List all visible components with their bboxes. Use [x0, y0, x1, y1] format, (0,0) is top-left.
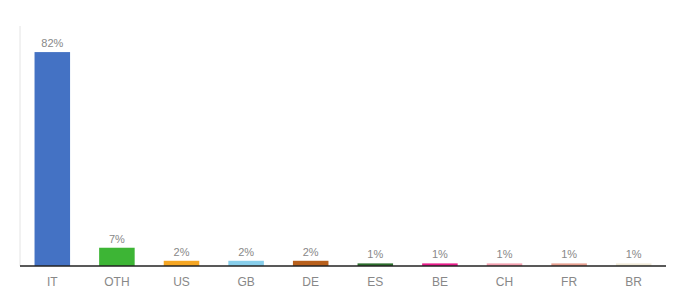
x-tick-label: DE: [302, 275, 319, 289]
bar: [35, 52, 71, 266]
data-label: 1%: [497, 248, 513, 260]
x-tick-label: GB: [237, 275, 254, 289]
data-label: 1%: [561, 248, 577, 260]
x-tick-label: FR: [561, 275, 577, 289]
bar: [293, 261, 329, 266]
x-tick-label: BE: [432, 275, 448, 289]
bar: [164, 261, 200, 266]
x-axis-line: [20, 265, 666, 267]
x-tick-label: ES: [367, 275, 383, 289]
x-tick-label: OTH: [104, 275, 129, 289]
bar: [99, 248, 135, 266]
data-label: 1%: [432, 248, 448, 260]
data-label: 1%: [367, 248, 383, 260]
x-tick-labels: IT OTH US GB DE ES BE CH FR BR: [47, 275, 642, 289]
x-tick-label: CH: [496, 275, 513, 289]
data-label: 2%: [303, 246, 319, 258]
chart-svg: 82% 7% 2% 2% 2% 1% 1% 1% 1% 1% IT OTH US GB DE ES BE CH FR…: [0, 0, 680, 300]
chart-container: 82% 7% 2% 2% 2% 1% 1% 1% 1% 1% IT OTH US GB DE ES BE CH FR…: [0, 0, 680, 300]
x-tick-label: IT: [47, 275, 58, 289]
data-label: 82%: [41, 37, 63, 49]
y-axis-line: [20, 26, 21, 266]
bars: [35, 52, 652, 266]
data-label: 1%: [626, 248, 642, 260]
data-label: 7%: [109, 233, 125, 245]
data-labels: 82% 7% 2% 2% 2% 1% 1% 1% 1% 1%: [41, 37, 642, 260]
x-tick-label: BR: [625, 275, 642, 289]
data-label: 2%: [238, 246, 254, 258]
x-tick-label: US: [173, 275, 190, 289]
data-label: 2%: [174, 246, 190, 258]
bar: [228, 261, 264, 266]
